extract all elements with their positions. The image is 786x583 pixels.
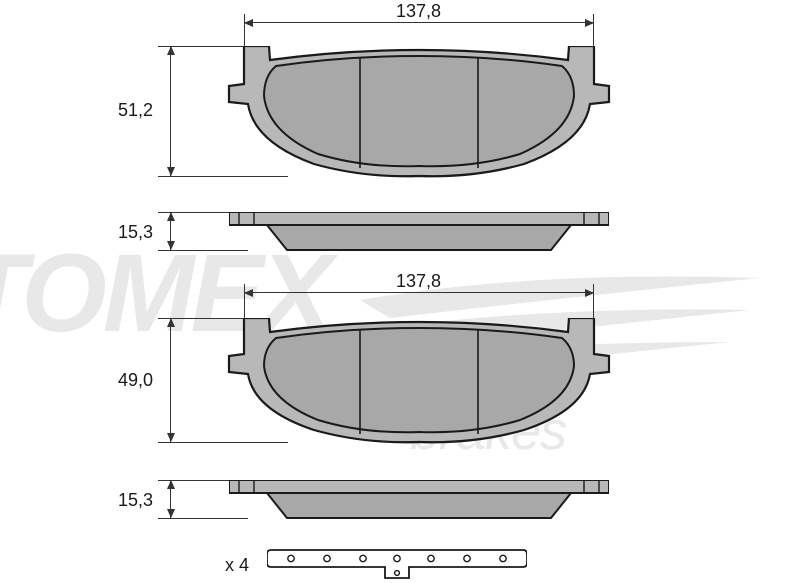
dim-pad1-height-line	[170, 46, 171, 176]
dim-pad1-width: 137,8	[396, 1, 441, 22]
accessory-clip-icon	[267, 548, 527, 582]
dim-pad2-width: 137,8	[396, 271, 441, 292]
dim-pad2-thickness: 15,3	[118, 490, 153, 511]
dim-pad1-width-line	[244, 22, 594, 23]
brake-pad-1-face	[224, 46, 614, 180]
dim-pad2-height-line	[170, 318, 171, 442]
dim-pad1-thick-line	[170, 212, 171, 250]
dim-pad1-thickness: 15,3	[118, 222, 153, 243]
accessory-qty-label: x 4	[225, 555, 249, 576]
dim-pad2-height: 49,0	[118, 370, 153, 391]
dim-pad2-thick-line	[170, 480, 171, 518]
dim-pad2-width-line	[244, 292, 594, 293]
dim-pad1-height: 51,2	[118, 100, 153, 121]
brake-pad-2-face	[224, 318, 614, 446]
accessory-row: x 4	[225, 548, 527, 582]
brake-pad-1-side	[229, 212, 609, 252]
brake-pad-2-side	[229, 480, 609, 520]
